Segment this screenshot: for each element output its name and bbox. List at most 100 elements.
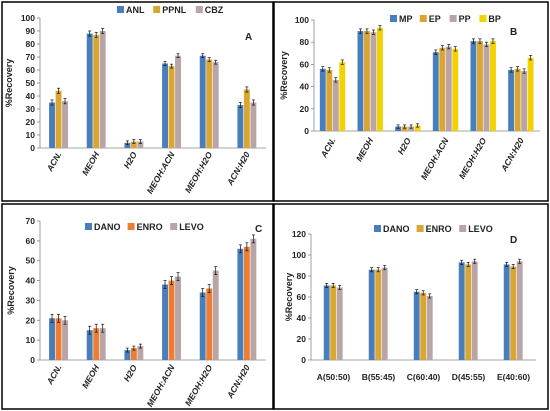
bar-enro [93, 328, 100, 360]
legend-swatch-anl [117, 6, 124, 13]
bar-ppnl [130, 141, 137, 148]
x-category-label: E(40:60) [497, 372, 530, 382]
panel-d-frame [273, 203, 549, 410]
legend-label-mp: MP [399, 14, 413, 24]
bar-mp [319, 68, 326, 131]
bar-enro [168, 280, 175, 360]
y-tick-label: 50 [26, 78, 36, 88]
y-tick-label: 60 [300, 59, 310, 69]
x-category-label: D(45:55) [452, 372, 486, 382]
legend-swatch-levo [459, 225, 467, 232]
bar-mp [357, 31, 364, 132]
bar-ppnl [243, 89, 250, 148]
bar-anl [49, 102, 55, 148]
y-tick-label: 90 [26, 26, 36, 36]
y-tick-label: 0 [304, 126, 309, 136]
bar-bp [414, 125, 421, 131]
y-tick-label: 100 [292, 250, 306, 260]
panel-b-frame [273, 1, 549, 202]
legend-label-pp: PP [459, 14, 471, 24]
bar-dano [323, 285, 330, 360]
bar-cbz [137, 141, 144, 148]
bar-pp [483, 44, 490, 131]
y-tick-label: 60 [26, 236, 36, 246]
panel-letter: B [510, 27, 517, 38]
legend-swatch-dano [85, 223, 92, 230]
bar-enro [55, 318, 62, 360]
bar-dano [199, 292, 206, 360]
bar-bp [452, 48, 459, 131]
panel-letter: A [245, 32, 252, 43]
y-axis-label: %Recovery [279, 51, 289, 100]
y-tick-label: 10 [26, 335, 36, 345]
legend-swatch-dano [374, 225, 381, 232]
bar-pp [445, 46, 452, 131]
y-tick-label: 20 [300, 104, 310, 114]
bar-dano [49, 318, 55, 360]
y-tick-label: 10 [26, 130, 36, 140]
bar-enro [420, 292, 427, 360]
y-tick-label: 40 [297, 313, 307, 323]
y-tick-label: 80 [300, 37, 310, 47]
bar-ep [401, 126, 408, 131]
bar-enro [206, 288, 213, 360]
bar-mp [508, 69, 515, 131]
legend-label-anl: ANL [126, 5, 145, 15]
y-tick-label: 20 [297, 334, 307, 344]
legend-label-ppnl: PPNL [162, 5, 187, 15]
bar-enro [130, 348, 137, 360]
bar-levo [516, 261, 523, 360]
legend-swatch-ppnl [153, 6, 161, 13]
bar-bp [490, 41, 496, 132]
y-tick-label: 0 [30, 143, 35, 153]
bar-pp [332, 79, 339, 131]
panel-letter: D [510, 235, 517, 246]
bar-ep [364, 31, 370, 132]
bar-ppnl [168, 66, 175, 148]
y-tick-label: 0 [30, 355, 35, 365]
bar-anl [199, 55, 206, 149]
bar-cbz [99, 31, 106, 148]
legend-label-levo: LEVO [468, 224, 493, 234]
bar-enro [330, 285, 337, 360]
bar-mp [470, 41, 477, 132]
y-tick-label: 40 [26, 276, 36, 286]
y-tick-label: 40 [300, 82, 310, 92]
legend-swatch-cbz [195, 6, 203, 13]
legend-label-bp: BP [488, 14, 501, 24]
y-tick-label: 70 [26, 52, 36, 62]
panel-c-frame [1, 203, 274, 410]
bar-dano [368, 269, 375, 360]
legend-swatch-bp [479, 15, 487, 22]
legend-label-enro: ENRO [426, 224, 452, 234]
y-tick-label: 100 [21, 13, 35, 23]
bar-levo [471, 261, 478, 360]
bar-pp [408, 126, 415, 131]
bar-ep [514, 68, 521, 131]
bar-ppnl [206, 59, 213, 148]
y-tick-label: 0 [301, 355, 306, 365]
chart-panel-d: 0 20 40 60 80 100 120 %Recovery A(50:50) B(55:45)… [284, 224, 536, 382]
bar-ep [477, 41, 483, 132]
bar-levo [99, 328, 106, 360]
bar-bp [377, 27, 383, 131]
bar-levo [212, 270, 219, 360]
bar-pp [521, 71, 528, 131]
legend-label-enro: ENRO [137, 222, 163, 232]
bar-pp [370, 32, 377, 131]
bar-mp [432, 52, 439, 131]
y-tick-label: 30 [26, 295, 36, 305]
bar-dano [124, 350, 131, 360]
legend-label-ep: EP [429, 14, 441, 24]
y-tick-label: 20 [26, 117, 36, 127]
legend-swatch-enro [416, 225, 424, 232]
bar-cbz [175, 55, 181, 149]
y-axis-label: %Recovery [284, 273, 294, 322]
bar-cbz [62, 101, 68, 148]
bar-dano [237, 248, 244, 360]
panel-a-frame [1, 1, 274, 202]
bar-enro [243, 246, 250, 360]
legend-swatch-enro [127, 223, 135, 230]
bar-anl [124, 142, 131, 148]
panel-letter: C [255, 224, 262, 235]
